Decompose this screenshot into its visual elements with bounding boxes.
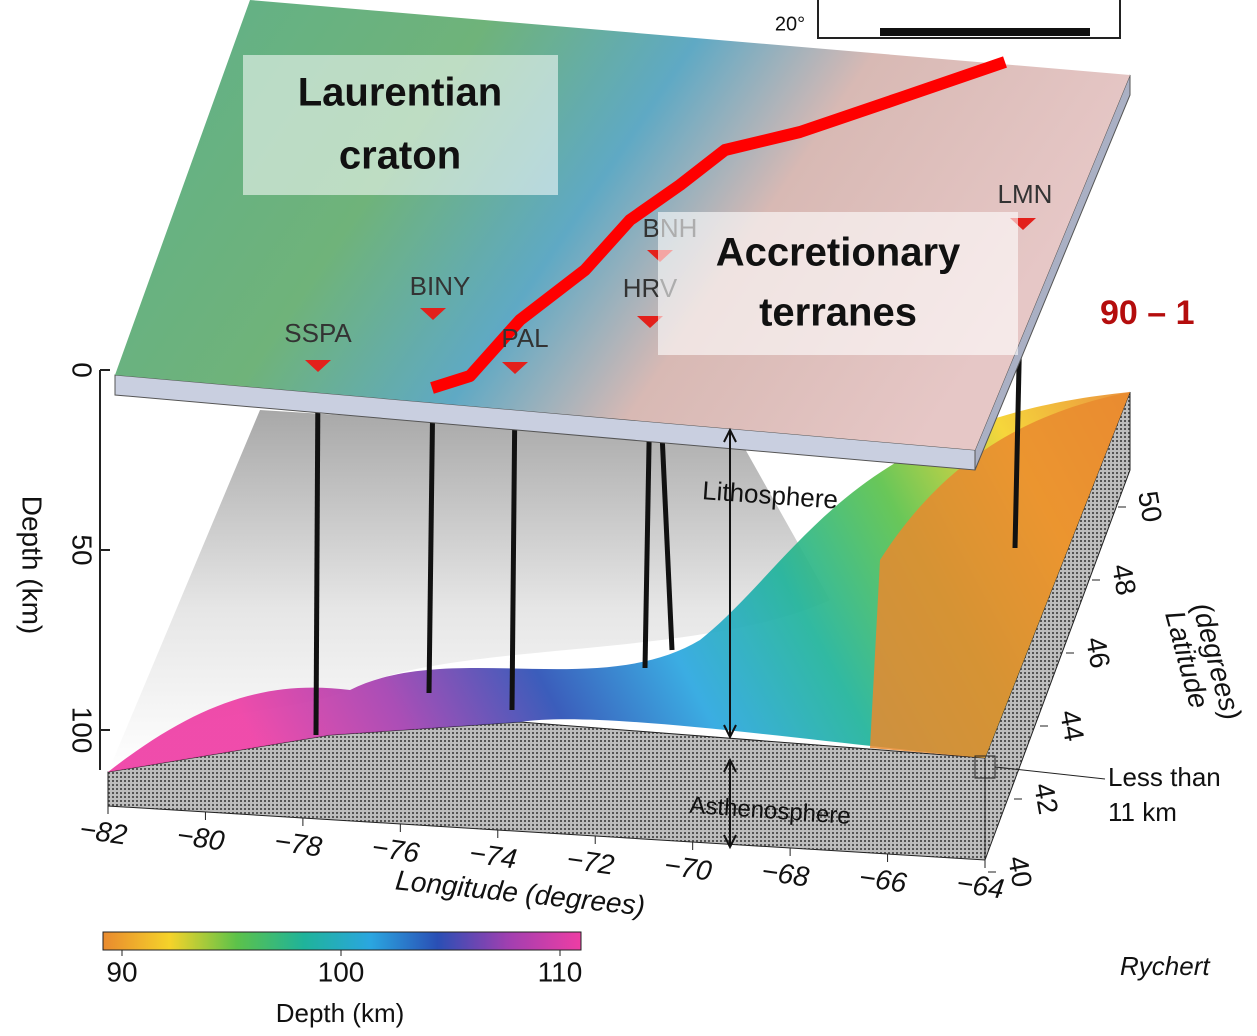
region-label: Laurentian [298, 71, 502, 115]
annotation: 11 km [1108, 797, 1177, 827]
tick-label: 90 [106, 956, 137, 987]
inset-label: 20° [775, 13, 805, 35]
tick-label: −70 [662, 849, 714, 886]
tick-label: 0 [67, 362, 98, 378]
tick-label: 48 [1106, 562, 1142, 598]
colorbar [103, 932, 581, 950]
tick-label: 100 [318, 956, 365, 987]
side-text: 90 – 1 [1100, 294, 1195, 332]
station-label: BINY [410, 271, 471, 301]
tick-label: 46 [1080, 635, 1116, 671]
tick-label: −82 [78, 813, 130, 850]
station-label: LMN [998, 179, 1053, 209]
region-label: Accretionary [716, 231, 961, 275]
station-label: SSPA [284, 318, 352, 348]
tick-label: 40 [1002, 854, 1038, 890]
region-label: terranes [759, 291, 917, 335]
tick-label: −72 [565, 843, 617, 880]
figure: 20° SSPA BINY PAL HRV BNH LMN Laurentian… [0, 0, 1257, 1036]
tick-label: 100 [67, 707, 98, 754]
tick-label: −68 [760, 855, 812, 892]
tick-label: −64 [955, 867, 1006, 904]
credit: Rychert [1120, 951, 1211, 981]
annotation: Less than [1108, 762, 1221, 792]
region-label: craton [339, 134, 461, 178]
inset-scale [880, 28, 1090, 36]
tick-label: −74 [467, 837, 518, 874]
tick-label: 44 [1054, 708, 1090, 744]
axis-title: Depth (km) [17, 496, 48, 634]
tick-label: −80 [175, 819, 227, 856]
tick-label: 50 [67, 534, 98, 565]
tick-label: 50 [1132, 489, 1168, 525]
tick-label: −66 [857, 861, 909, 898]
tick-label: 110 [538, 956, 583, 987]
tick-label: −76 [370, 831, 422, 868]
station-label: PAL [501, 323, 548, 353]
colorbar-title: Depth (km) [276, 998, 405, 1028]
tick-label: 42 [1028, 781, 1064, 817]
tick-label: −78 [273, 825, 325, 862]
